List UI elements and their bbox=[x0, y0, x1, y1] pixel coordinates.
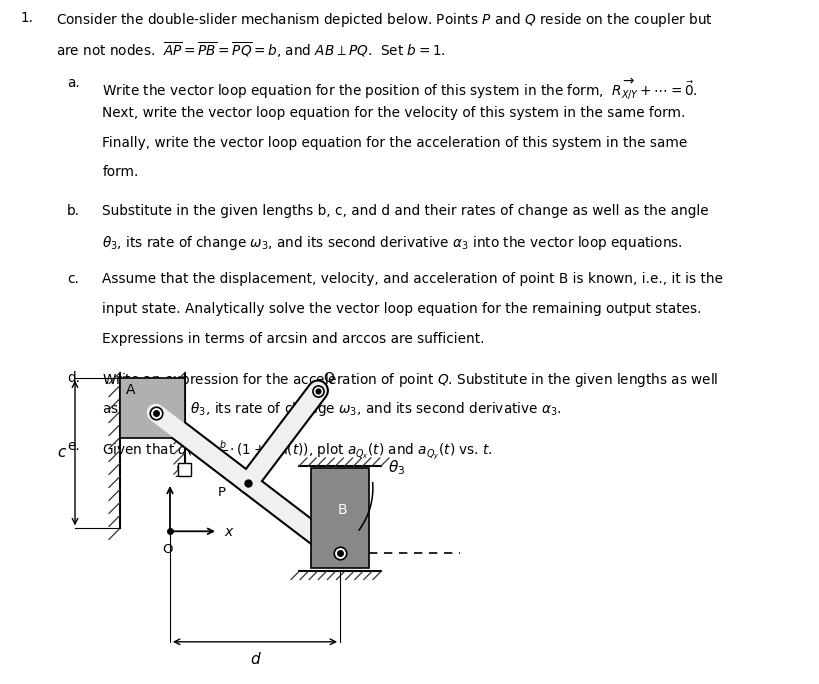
Text: input state. Analytically solve the vector loop equation for the remaining outpu: input state. Analytically solve the vect… bbox=[102, 302, 701, 316]
Text: O: O bbox=[162, 543, 173, 556]
Text: Expressions in terms of arcsin and arccos are sufficient.: Expressions in terms of arcsin and arcco… bbox=[102, 332, 484, 346]
Text: d.: d. bbox=[67, 371, 80, 384]
Text: 1.: 1. bbox=[20, 11, 34, 25]
Text: $\theta_3$: $\theta_3$ bbox=[387, 459, 405, 477]
Text: e.: e. bbox=[67, 439, 80, 453]
Text: Substitute in the given lengths b, c, and d and their rates of change as well as: Substitute in the given lengths b, c, an… bbox=[102, 204, 708, 218]
Text: a.: a. bbox=[67, 77, 80, 90]
Text: Write an expression for the acceleration of point $Q$. Substitute in the given l: Write an expression for the acceleration… bbox=[102, 371, 718, 389]
Text: B: B bbox=[337, 503, 346, 517]
Text: $\theta_3$, its rate of change $\omega_3$, and its second derivative $\alpha_3$ : $\theta_3$, its rate of change $\omega_3… bbox=[102, 234, 682, 252]
Text: Given that $d(t) = \frac{b}{2} \cdot (1 + \sin(t))$, plot $a_{Q_x}(t)$ and $a_{Q: Given that $d(t) = \frac{b}{2} \cdot (1 … bbox=[102, 439, 492, 462]
Text: Write the vector loop equation for the position of this system in the form,  $\o: Write the vector loop equation for the p… bbox=[102, 77, 698, 101]
Text: A: A bbox=[126, 382, 135, 397]
Text: P: P bbox=[218, 486, 225, 499]
Text: Consider the double-slider mechanism depicted below. Points $P$ and $Q$ reside o: Consider the double-slider mechanism dep… bbox=[56, 11, 712, 29]
Text: Q: Q bbox=[323, 371, 333, 384]
Text: d: d bbox=[250, 652, 260, 667]
Text: y: y bbox=[174, 463, 183, 477]
Text: c.: c. bbox=[67, 272, 79, 287]
Bar bbox=[310, 468, 369, 568]
Text: Assume that the displacement, velocity, and acceleration of point B is known, i.: Assume that the displacement, velocity, … bbox=[102, 272, 722, 287]
Text: as the angle $\theta_3$, its rate of change $\omega_3$, and its second derivativ: as the angle $\theta_3$, its rate of cha… bbox=[102, 400, 562, 419]
Text: are not nodes.  $\overline{AP} = \overline{PB} = \overline{PQ} = b$, and $AB \pe: are not nodes. $\overline{AP} = \overlin… bbox=[56, 40, 445, 60]
Text: b.: b. bbox=[67, 204, 80, 218]
Text: Finally, write the vector loop equation for the acceleration of this system in t: Finally, write the vector loop equation … bbox=[102, 135, 687, 150]
Text: c: c bbox=[57, 445, 65, 460]
Text: form.: form. bbox=[102, 166, 138, 179]
Text: Next, write the vector loop equation for the velocity of this system in the same: Next, write the vector loop equation for… bbox=[102, 106, 685, 120]
Bar bbox=[179, 462, 192, 476]
Bar bbox=[120, 378, 185, 438]
Text: x: x bbox=[224, 525, 232, 539]
